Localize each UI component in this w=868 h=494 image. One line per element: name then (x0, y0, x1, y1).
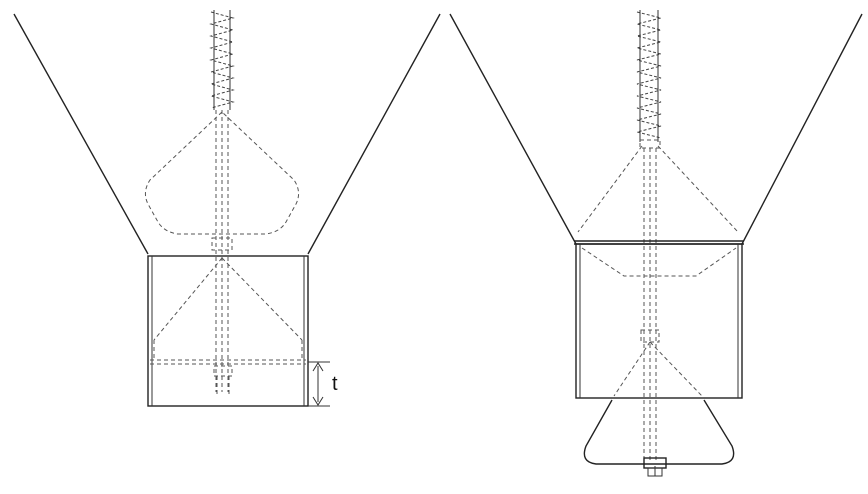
left-valve-stem (215, 110, 229, 392)
left-outlet-box (147, 255, 309, 407)
right-plug (583, 399, 735, 465)
thickness-label: t (332, 373, 338, 395)
right-hidden-cone (577, 145, 739, 233)
left-collar (211, 237, 233, 251)
left-inner-cone (153, 257, 303, 360)
left-valve-assembly: t (13, 10, 441, 407)
left-hidden-plug (144, 111, 300, 235)
left-hopper-wall-left (13, 13, 149, 255)
right-top-collar (639, 139, 661, 149)
right-inner-dashed (581, 247, 737, 277)
right-outlet-box (575, 243, 743, 399)
right-hopper-wall-left (449, 13, 577, 245)
right-valve-assembly (449, 10, 863, 477)
left-spring (209, 10, 235, 110)
left-nut (213, 365, 233, 377)
left-hopper-wall-right (307, 13, 441, 255)
right-hopper-wall-right (741, 13, 863, 245)
right-valve-stem (643, 148, 657, 462)
right-spring (636, 10, 662, 142)
thickness-dimension: t (308, 361, 338, 407)
